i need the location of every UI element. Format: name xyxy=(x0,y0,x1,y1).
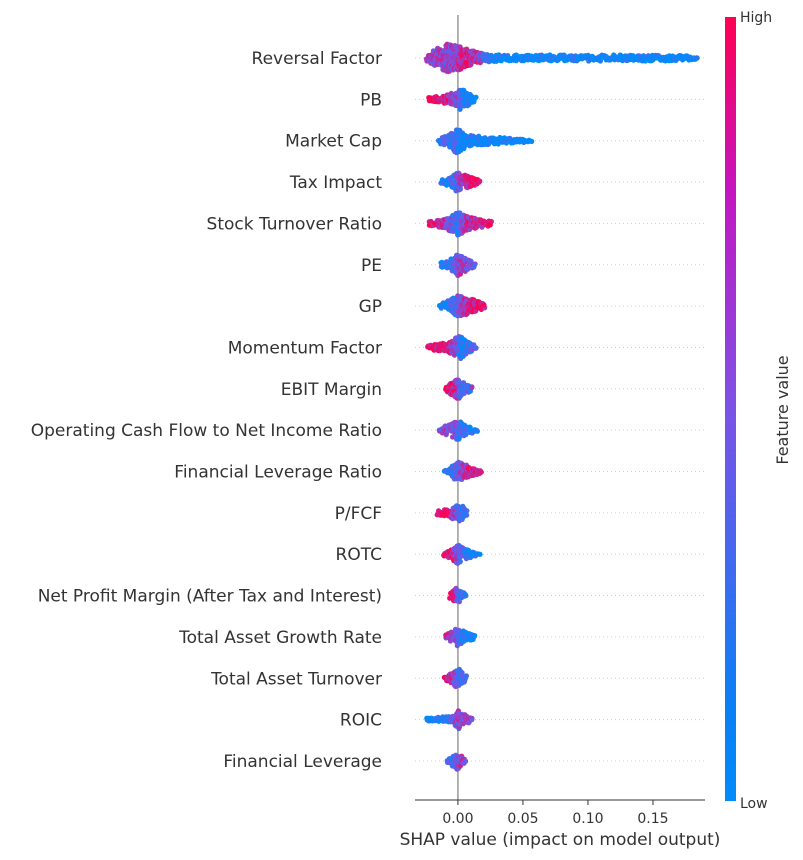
feature-label: Tax Impact xyxy=(289,173,383,193)
x-axis-ticks: 0.00 0.05 0.10 0.15 xyxy=(442,800,669,827)
shap-point xyxy=(457,559,463,565)
feature-label: Momentum Factor xyxy=(228,338,382,358)
feature-label: ROTC xyxy=(336,545,382,565)
feature-points-row xyxy=(441,542,483,566)
feature-label: Operating Cash Flow to Net Income Ratio xyxy=(31,421,382,441)
feature-label: GP xyxy=(359,297,382,317)
feature-label: Financial Leverage xyxy=(223,752,382,772)
shap-point xyxy=(457,210,463,216)
feature-points-row xyxy=(426,210,494,238)
feature-points-row xyxy=(444,752,469,772)
shap-point xyxy=(478,469,484,475)
x-tick-label: 0.05 xyxy=(507,811,538,827)
feature-label: Reversal Factor xyxy=(252,49,382,69)
feature-label: PB xyxy=(360,90,382,110)
shap-point xyxy=(472,633,478,639)
feature-points-row xyxy=(436,419,480,442)
shap-point xyxy=(464,508,470,514)
shap-point xyxy=(473,345,479,351)
feature-points-row xyxy=(437,293,488,319)
x-tick-label: 0.00 xyxy=(442,811,473,827)
colorbar-high-label: High xyxy=(740,10,772,26)
feature-points-row xyxy=(423,41,700,75)
feature-label: EBIT Margin xyxy=(281,380,382,400)
feature-label: Net Profit Margin (After Tax and Interes… xyxy=(38,587,382,607)
shap-point xyxy=(463,593,469,599)
feature-points-row xyxy=(443,626,478,649)
feature-label: Total Asset Turnover xyxy=(210,669,382,689)
shap-point xyxy=(529,138,535,144)
shap-point xyxy=(463,675,469,681)
shap-point xyxy=(469,385,475,391)
shap-point xyxy=(479,224,485,230)
feature-points-row xyxy=(441,666,469,690)
feature-points-row xyxy=(438,170,483,194)
shap-point xyxy=(487,222,493,228)
feature-points-row xyxy=(436,127,535,156)
feature-label: ROIC xyxy=(340,711,382,731)
colorbar-title: Feature value xyxy=(773,355,792,464)
shap-point xyxy=(694,55,700,61)
feature-points-row xyxy=(447,585,469,605)
feature-points-row xyxy=(425,334,479,361)
feature-label: Stock Turnover Ratio xyxy=(207,214,382,234)
feature-points-row xyxy=(426,87,479,112)
feature-label: PE xyxy=(361,256,382,276)
feature-points-row xyxy=(443,377,475,401)
x-tick-label: 0.10 xyxy=(572,811,603,827)
shap-point xyxy=(463,431,469,438)
beeswarm-points xyxy=(423,41,700,772)
feature-label: Total Asset Growth Rate xyxy=(178,628,382,648)
feature-labels: Reversal Factor PB Market Cap Tax Impact Sto… xyxy=(31,49,383,772)
shap-point xyxy=(474,428,480,434)
shap-point xyxy=(481,302,487,308)
shap-point xyxy=(469,717,475,723)
feature-points-row xyxy=(438,252,478,279)
shap-point xyxy=(569,53,575,59)
x-axis-label: SHAP value (impact on model output) xyxy=(400,830,721,850)
shap-point xyxy=(471,263,477,269)
feature-label: Financial Leverage Ratio xyxy=(174,463,382,483)
feature-label: P/FCF xyxy=(335,504,382,524)
shap-point xyxy=(477,178,483,184)
colorbar xyxy=(725,17,736,801)
feature-points-row xyxy=(424,708,475,732)
feature-points-row xyxy=(441,459,484,482)
shap-point xyxy=(464,512,470,518)
colorbar-low-label: Low xyxy=(740,796,768,812)
shap-point xyxy=(462,758,468,764)
feature-points-row xyxy=(434,503,470,524)
feature-label: Market Cap xyxy=(285,132,382,152)
shap-point xyxy=(477,551,483,557)
shap-point xyxy=(456,599,462,605)
shap-point xyxy=(473,94,479,100)
x-tick-label: 0.15 xyxy=(637,811,668,827)
